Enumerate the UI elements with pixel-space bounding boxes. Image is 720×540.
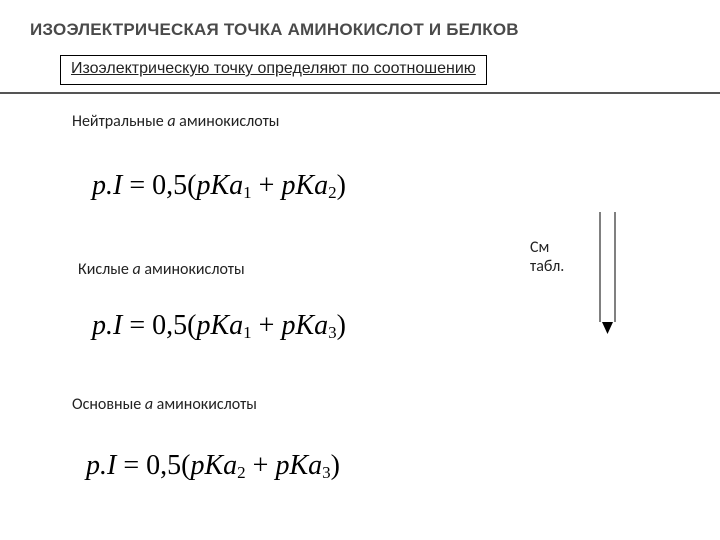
f-t1: pKa	[196, 170, 243, 201]
f-coef: 0,5(	[152, 170, 196, 201]
f-t2: pKa	[281, 170, 328, 201]
label-neutral-post: аминокислоты	[176, 112, 280, 131]
slide: ИЗОЭЛЕКТРИЧЕСКАЯ ТОЧКА АМИНОКИСЛОТ И БЕЛ…	[0, 0, 720, 540]
down-arrow-icon	[595, 212, 625, 352]
fb-s1: 2	[237, 463, 246, 482]
fa-eq: =	[122, 310, 152, 341]
label-neutral: Нейтральные a аминокислоты	[72, 112, 279, 131]
fa-lhs: p.I	[92, 310, 122, 341]
note-line2: табл.	[530, 257, 564, 276]
label-acid-post: аминокислоты	[141, 260, 245, 279]
fb-lhs: p.I	[86, 450, 116, 481]
f-eq: =	[122, 170, 152, 201]
label-neutral-pre: Нейтральные	[72, 112, 167, 131]
label-acid: Кислые a аминокислоты	[78, 260, 245, 279]
fb-close: )	[331, 450, 340, 481]
fa-close: )	[337, 310, 346, 341]
definition-text: Изоэлектрическую точку определяют по соо…	[71, 60, 476, 77]
label-basic: Основные a аминокислоты	[72, 395, 257, 414]
fa-coef: 0,5(	[152, 310, 196, 341]
label-neutral-ital: a	[167, 112, 175, 131]
f-s1: 1	[243, 183, 252, 202]
formula-basic: p.I = 0,5(pKa2 + pKa3)	[86, 450, 340, 483]
label-acid-pre: Кислые	[78, 260, 133, 279]
label-acid-ital: a	[133, 260, 141, 279]
fb-coef: 0,5(	[146, 450, 190, 481]
formula-acid: p.I = 0,5(pKa1 + pKa3)	[92, 310, 346, 343]
f-close: )	[337, 170, 346, 201]
label-basic-pre: Основные	[72, 395, 145, 414]
f-plus: +	[252, 170, 282, 201]
fa-t2: pKa	[281, 310, 328, 341]
fb-eq: =	[116, 450, 146, 481]
fa-plus: +	[252, 310, 282, 341]
f-lhs: p.I	[92, 170, 122, 201]
fa-s1: 1	[243, 323, 252, 342]
formula-neutral: p.I = 0,5(pKa1 + pKa2)	[92, 170, 346, 203]
divider	[0, 92, 720, 94]
see-table-note: См табл.	[530, 238, 564, 276]
fb-s2: 3	[322, 463, 331, 482]
label-basic-ital: a	[145, 395, 153, 414]
fb-t2: pKa	[275, 450, 322, 481]
label-basic-post: аминокислоты	[153, 395, 257, 414]
fb-plus: +	[246, 450, 276, 481]
page-title: ИЗОЭЛЕКТРИЧЕСКАЯ ТОЧКА АМИНОКИСЛОТ И БЕЛ…	[30, 20, 519, 40]
fa-s2: 3	[328, 323, 337, 342]
fb-t1: pKa	[190, 450, 237, 481]
f-s2: 2	[328, 183, 337, 202]
definition-box: Изоэлектрическую точку определяют по соо…	[60, 55, 487, 85]
fa-t1: pKa	[196, 310, 243, 341]
note-line1: См	[530, 238, 549, 257]
